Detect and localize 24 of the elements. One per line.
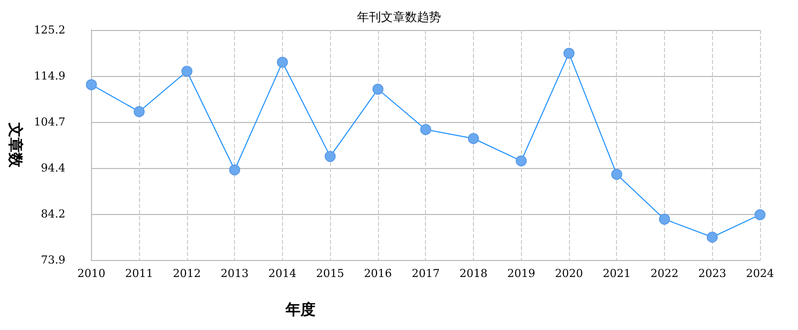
x-tick-label: 2018 — [459, 267, 488, 280]
y-tick-label: 73.9 — [40, 254, 66, 266]
y-tick-label: 125.2 — [34, 24, 66, 36]
x-tick-label: 2020 — [554, 267, 583, 280]
y-tick-label: 114.9 — [34, 70, 66, 83]
x-tick-label: 2019 — [507, 267, 536, 280]
y-tick-label: 104.7 — [34, 115, 66, 128]
x-tick-label: 2023 — [698, 267, 726, 280]
x-tick-label: 2014 — [268, 267, 296, 280]
y-tick-label: 84.2 — [40, 207, 66, 220]
x-tick-label: 2016 — [364, 267, 392, 280]
y-axis-title: 文章数 — [6, 122, 24, 168]
x-tick-label: 2021 — [602, 267, 631, 280]
x-tick-label: 2013 — [220, 267, 249, 280]
y-tick-label: 94.4 — [40, 162, 66, 175]
x-tick-label: 2011 — [125, 267, 154, 280]
x-tick-label: 2024 — [746, 267, 774, 280]
x-tick-label: 2015 — [316, 267, 344, 280]
x-tick-label: 2022 — [650, 267, 678, 280]
x-axis-title: 年度 — [284, 300, 316, 318]
x-tick-label: 2010 — [77, 267, 106, 280]
chart-title: 年刊文章数趋势 — [357, 10, 441, 24]
x-tick-label: 2017 — [412, 267, 440, 280]
x-tick-label: 2012 — [172, 267, 201, 280]
